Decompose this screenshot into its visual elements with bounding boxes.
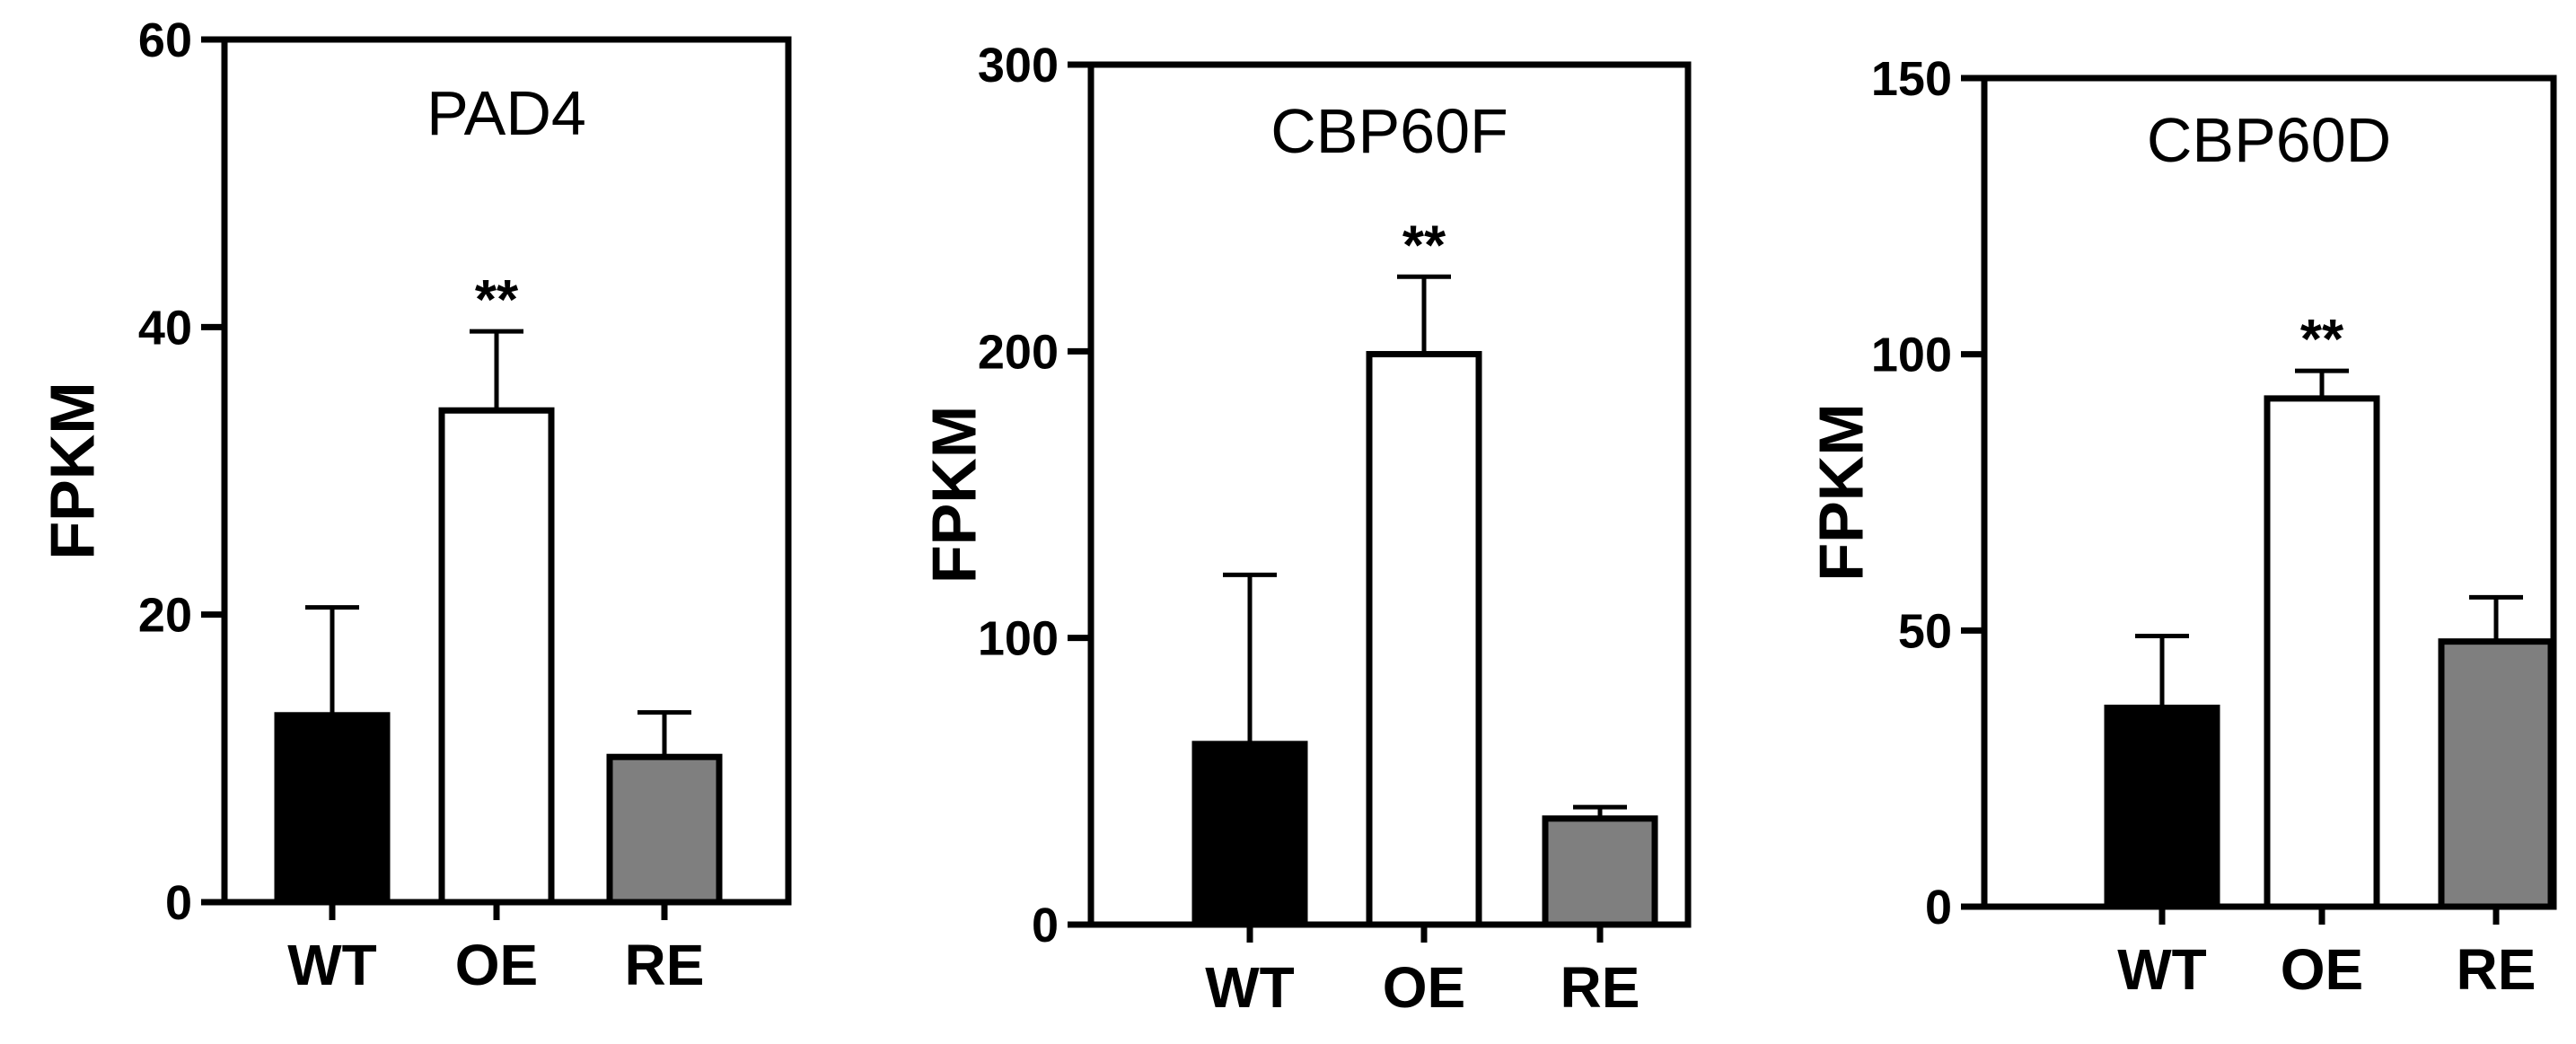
- x-tick-label: OE: [1383, 955, 1465, 1020]
- y-axis-label: FPKM: [919, 406, 989, 583]
- plot-frame: [221, 36, 792, 906]
- y-axis-label: FPKM: [38, 382, 108, 559]
- significance-marker: **: [2300, 309, 2344, 371]
- chart-panel-2: WT ** OE RE 0 100 200 300 CBP60F FPKM: [919, 39, 1692, 1020]
- bar-wt: [2104, 704, 2220, 910]
- x-tick-label: RE: [625, 933, 705, 997]
- bar-wt: [274, 712, 391, 906]
- chart-panel-1: WT ** OE RE 0 20 40 60 PAD4 FPKM: [38, 13, 792, 997]
- x-tick-label: RE: [1561, 955, 1640, 1020]
- y-axis-label: FPKM: [1807, 403, 1877, 581]
- bar-oe: [438, 407, 555, 906]
- y-tick-label: 100: [978, 612, 1059, 666]
- bar-oe: [2264, 395, 2380, 910]
- significance-marker: **: [1402, 215, 1446, 276]
- y-tick-label: 0: [165, 876, 192, 930]
- bar-re: [2438, 638, 2554, 910]
- x-tick-label: WT: [2117, 937, 2207, 1002]
- y-tick-label: 50: [1898, 604, 1952, 658]
- x-tick-label: OE: [455, 933, 538, 997]
- x-tick-label: WT: [287, 933, 377, 997]
- y-tick-label: 20: [138, 589, 192, 643]
- chart-panel-3: WT ** OE RE 0 50 100 150 CBP60D FPKM: [1807, 52, 2557, 1002]
- y-tick-label: 40: [138, 301, 192, 355]
- y-tick-label: 100: [1871, 329, 1952, 382]
- significance-marker: **: [475, 269, 519, 331]
- y-tick-label: 300: [978, 39, 1059, 92]
- y-tick-label: 200: [978, 325, 1059, 379]
- x-tick-label: OE: [2281, 937, 2363, 1002]
- bar-wt: [1191, 741, 1308, 928]
- bar-re: [606, 753, 723, 906]
- chart-title: CBP60D: [2147, 105, 2391, 175]
- bar-re: [1542, 815, 1658, 928]
- y-tick-label: 60: [138, 13, 192, 67]
- x-tick-label: WT: [1205, 955, 1295, 1020]
- plot-frame: [1087, 61, 1692, 928]
- chart-title: CBP60F: [1270, 96, 1508, 166]
- x-tick-label: RE: [2457, 937, 2536, 1002]
- bar-oe: [1366, 351, 1482, 928]
- y-tick-label: 0: [1032, 899, 1059, 952]
- y-tick-label: 0: [1925, 881, 1952, 934]
- y-tick-label: 150: [1871, 52, 1952, 106]
- plot-frame: [1981, 75, 2557, 910]
- chart-title: PAD4: [426, 78, 586, 148]
